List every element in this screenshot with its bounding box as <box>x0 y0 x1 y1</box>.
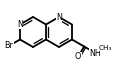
Text: CH₃: CH₃ <box>98 45 112 51</box>
Text: N: N <box>56 12 62 22</box>
Text: O: O <box>75 52 81 61</box>
Text: Br: Br <box>4 41 13 51</box>
Text: NH: NH <box>90 49 101 57</box>
Text: N: N <box>17 20 23 29</box>
